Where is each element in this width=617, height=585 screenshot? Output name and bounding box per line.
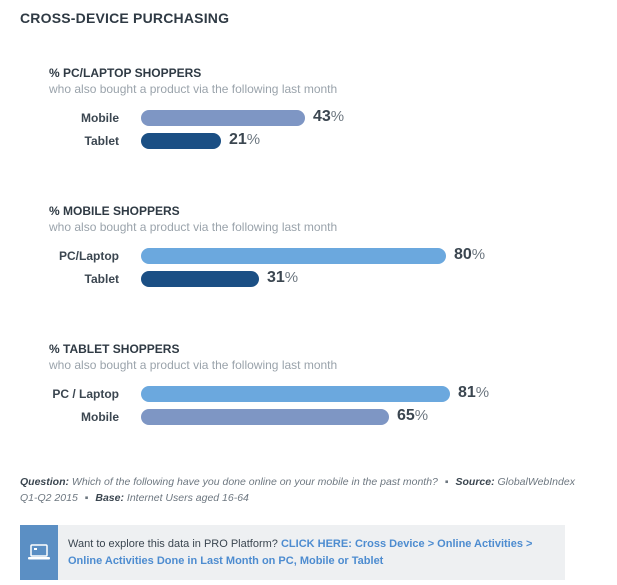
bar-category-label: Mobile bbox=[81, 111, 119, 125]
source-text: GlobalWebIndex Q1-Q2 2015 bbox=[20, 476, 575, 504]
footnote: Question: Which of the following have yo… bbox=[20, 474, 580, 506]
bar-value-label: 21% bbox=[229, 131, 260, 149]
bar bbox=[141, 386, 450, 402]
bar-value-number: 80 bbox=[454, 246, 472, 263]
bar-category-label: Tablet bbox=[84, 134, 119, 148]
group-title: % PC/LAPTOP SHOPPERS bbox=[49, 66, 202, 80]
bar bbox=[141, 110, 305, 126]
group-subtitle: who also bought a product via the follow… bbox=[49, 82, 338, 96]
chart-title: CROSS-DEVICE PURCHASING bbox=[20, 10, 230, 26]
question-text: Which of the following have you done onl… bbox=[71, 476, 438, 488]
bar-value-label: 80% bbox=[454, 246, 485, 264]
bar-value-number: 43 bbox=[313, 108, 331, 125]
percent-sign: % bbox=[284, 269, 299, 286]
bar-row: PC/Laptop 80% bbox=[0, 246, 617, 266]
click-here-link[interactable]: CLICK HERE: bbox=[280, 538, 352, 550]
bar-row: PC / Laptop 81% bbox=[0, 384, 617, 404]
bar bbox=[141, 133, 221, 149]
base-text: Internet Users aged 16-64 bbox=[126, 492, 249, 504]
percent-sign: % bbox=[471, 246, 486, 263]
bar-row: Tablet 31% bbox=[0, 269, 617, 289]
group-subtitle: who also bought a product via the follow… bbox=[49, 220, 338, 234]
bar-category-label: Tablet bbox=[84, 272, 119, 286]
separator: ▪ bbox=[444, 476, 449, 488]
bar-value-label: 81% bbox=[458, 384, 489, 402]
bar-value-number: 81 bbox=[458, 384, 476, 401]
banner-text: Want to explore this data in PRO Platfor… bbox=[68, 536, 558, 570]
separator: ▪ bbox=[84, 492, 89, 504]
pro-platform-banner[interactable]: Want to explore this data in PRO Platfor… bbox=[20, 525, 565, 580]
bar bbox=[141, 248, 446, 264]
bar-value-number: 65 bbox=[397, 407, 415, 424]
group-title: % TABLET SHOPPERS bbox=[49, 342, 180, 356]
bar-row: Mobile 65% bbox=[0, 407, 617, 427]
bar bbox=[141, 271, 259, 287]
platform-path-link[interactable]: Cross Device > Online Activities > Onlin… bbox=[68, 538, 533, 567]
percent-sign: % bbox=[475, 384, 490, 401]
banner-lead: Want to explore this data in PRO Platfor… bbox=[68, 538, 278, 550]
bar-value-label: 31% bbox=[267, 269, 298, 287]
group-title: % MOBILE SHOPPERS bbox=[49, 204, 180, 218]
bar-row: Tablet 21% bbox=[0, 131, 617, 151]
source-label: Source: bbox=[455, 476, 495, 488]
group-subtitle: who also bought a product via the follow… bbox=[49, 358, 338, 372]
percent-sign: % bbox=[246, 131, 261, 148]
bar-category-label: PC/Laptop bbox=[59, 249, 119, 263]
base-label: Base: bbox=[95, 492, 124, 504]
bar-value-number: 21 bbox=[229, 131, 247, 148]
percent-sign: % bbox=[330, 108, 345, 125]
bar bbox=[141, 409, 389, 425]
bar-category-label: PC / Laptop bbox=[52, 387, 119, 401]
bar-value-label: 65% bbox=[397, 407, 428, 425]
question-label: Question: bbox=[20, 476, 69, 488]
bar-value-number: 31 bbox=[267, 269, 285, 286]
bar-value-label: 43% bbox=[313, 108, 344, 126]
percent-sign: % bbox=[414, 407, 429, 424]
bar-category-label: Mobile bbox=[81, 410, 119, 424]
laptop-icon bbox=[20, 525, 58, 580]
bar-row: Mobile 43% bbox=[0, 108, 617, 128]
